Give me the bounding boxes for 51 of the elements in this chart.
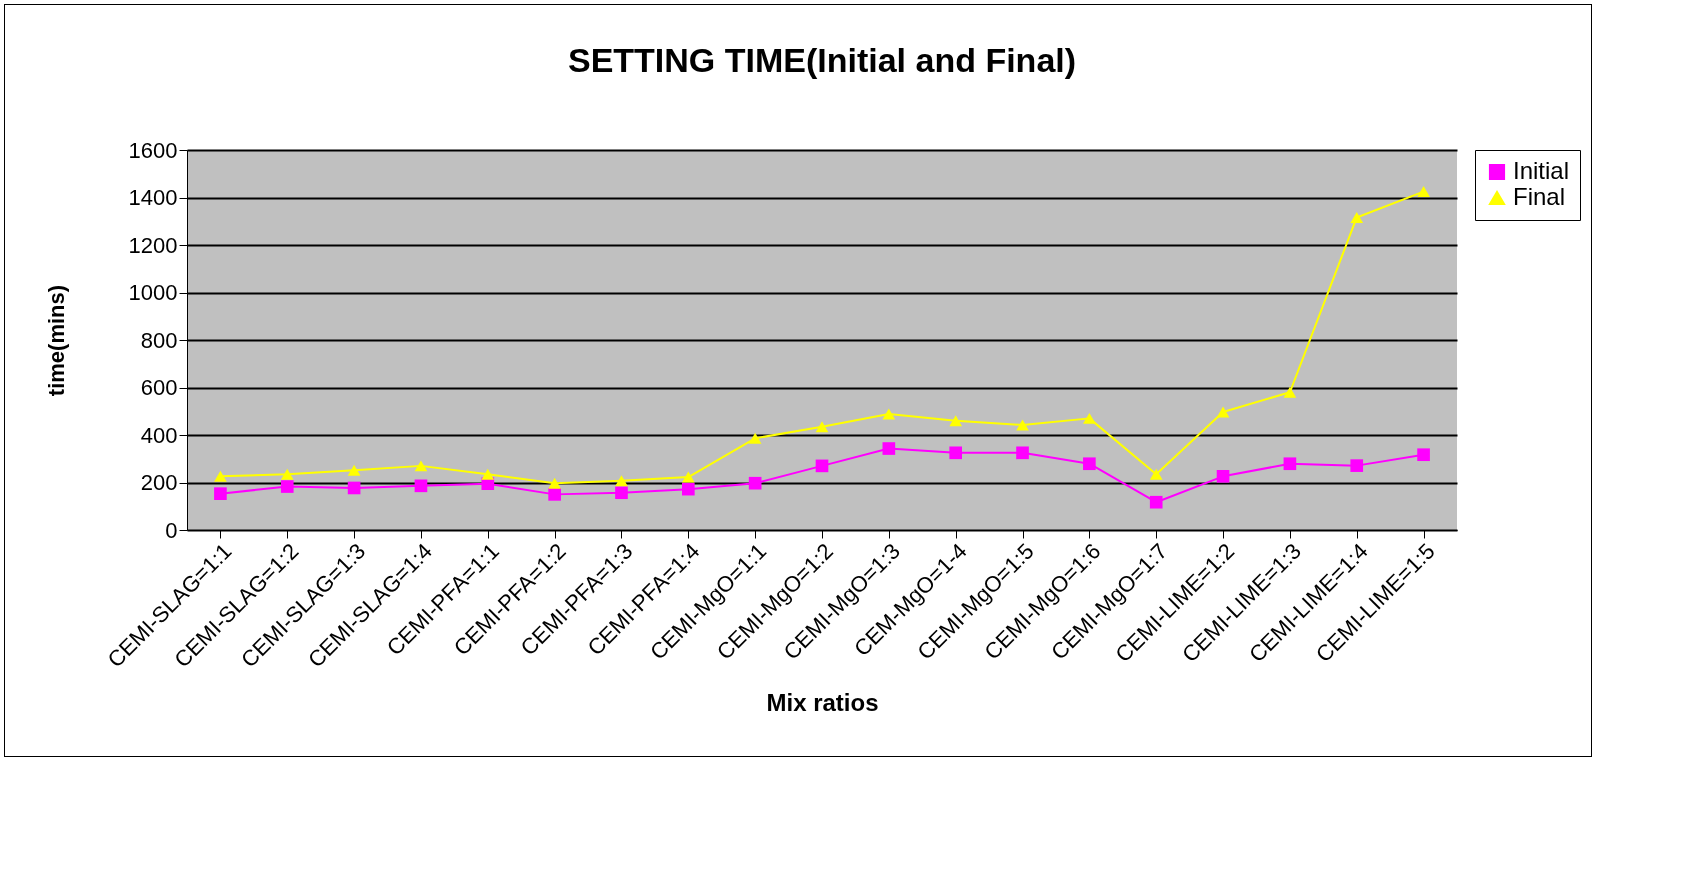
point	[214, 487, 227, 500]
y-tick-label: 0	[165, 517, 178, 543]
point	[949, 446, 963, 460]
point	[1083, 457, 1096, 471]
x-axis-title: Mix ratios	[766, 688, 879, 716]
point	[1216, 470, 1230, 483]
chart-title: SETTING TIME(Initial and Final)	[567, 41, 1077, 79]
y-tick-label: 1400	[128, 185, 178, 210]
point	[347, 464, 361, 476]
point	[414, 479, 428, 493]
point	[1350, 459, 1364, 472]
point	[748, 476, 762, 490]
y-axis-title: time(mins)	[43, 284, 69, 397]
point	[1283, 386, 1297, 398]
point	[1016, 419, 1029, 431]
point	[1216, 406, 1230, 418]
point	[1350, 211, 1364, 223]
point	[1149, 468, 1163, 480]
point	[280, 480, 294, 493]
point	[214, 470, 227, 482]
y-tick-label: 1600	[128, 137, 178, 163]
point	[882, 442, 896, 455]
point	[548, 488, 561, 501]
point	[1149, 495, 1163, 509]
y-tick-label: 200	[140, 470, 178, 495]
point	[1083, 412, 1096, 424]
y-tick-label: 800	[140, 327, 178, 353]
y-tick-label: 1200	[128, 232, 178, 258]
point	[280, 468, 294, 480]
y-tick-label: 600	[140, 375, 178, 400]
point	[748, 432, 762, 444]
point	[615, 486, 628, 500]
point	[882, 408, 896, 420]
point	[548, 477, 561, 489]
y-tick-label: 400	[140, 422, 178, 448]
point	[681, 471, 695, 483]
point	[1016, 446, 1029, 460]
point	[815, 421, 829, 433]
y-tick-label: 1000	[128, 280, 178, 305]
point	[1283, 457, 1297, 471]
point	[949, 415, 963, 427]
point	[615, 475, 628, 487]
legend-label: Initial	[1513, 157, 1570, 184]
point	[347, 481, 361, 495]
point	[1417, 186, 1430, 198]
point	[414, 460, 428, 472]
point	[681, 482, 695, 496]
legend-label: Final	[1513, 183, 1566, 210]
point	[1417, 448, 1430, 462]
point	[815, 459, 829, 473]
point	[481, 468, 495, 480]
